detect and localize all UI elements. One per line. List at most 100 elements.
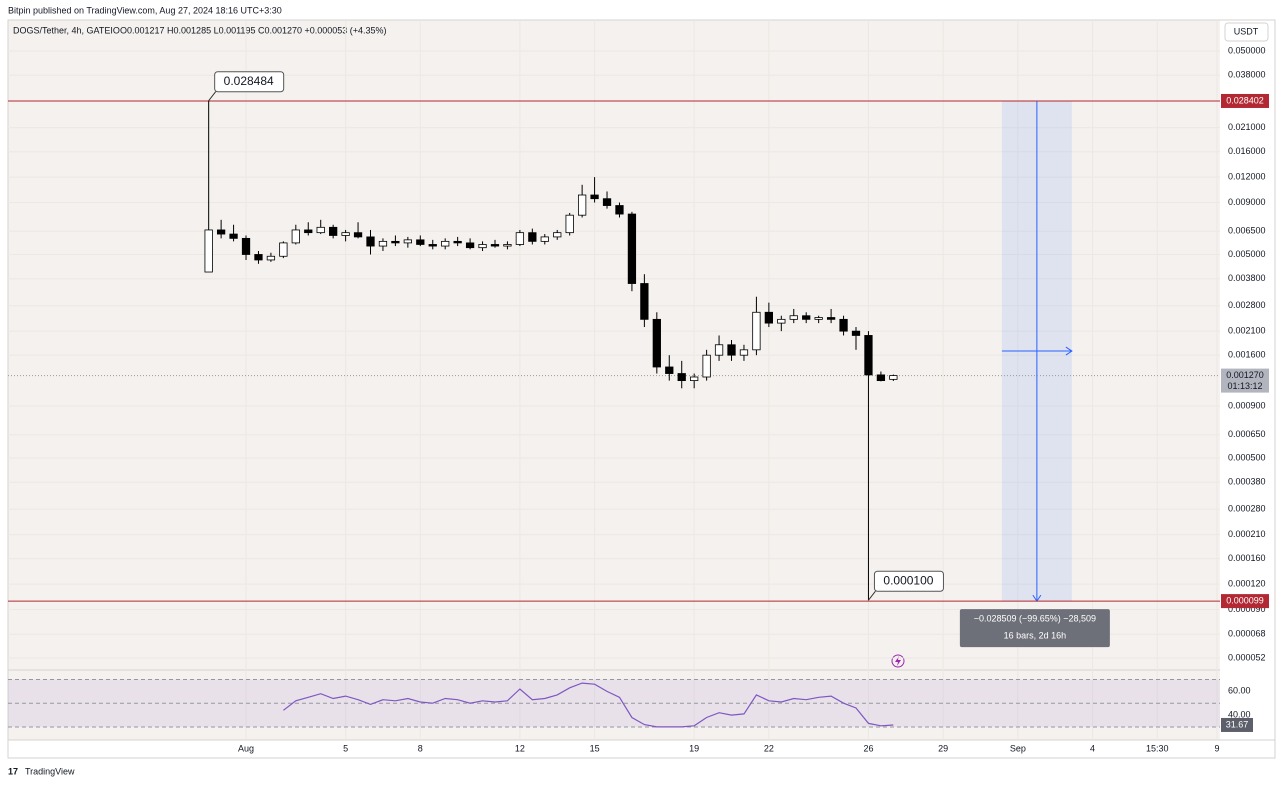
ohlc-legend: O0.001217 H0.001285 L0.001195 C0.001270 … — [120, 25, 387, 35]
candle-body — [490, 244, 500, 247]
x-tick-label: 15:30 — [1146, 743, 1169, 753]
candle-body — [565, 214, 574, 234]
tv-logo: 17 — [8, 766, 18, 776]
candle-body — [428, 244, 437, 247]
candle-body — [216, 229, 226, 235]
candle-body — [764, 311, 773, 324]
event-icon[interactable] — [891, 654, 905, 668]
callout-label: 0.028484 — [224, 74, 274, 88]
x-tick-label: 4 — [1090, 743, 1095, 753]
candle-body — [602, 198, 612, 206]
candle-body — [329, 226, 338, 236]
y-tick-label: 0.000210 — [1228, 529, 1266, 539]
candle-body — [353, 232, 363, 238]
x-tick-label: 15 — [590, 743, 600, 753]
currency-box[interactable] — [1224, 22, 1269, 42]
candle-body — [229, 233, 238, 239]
candle-body — [378, 240, 388, 247]
candle-body — [826, 317, 836, 320]
candle-body — [341, 232, 350, 236]
hline-price-label: 0.028402 — [1226, 95, 1264, 105]
rsi-line — [283, 682, 894, 728]
y-tick-label: 0.000500 — [1228, 452, 1266, 462]
candle-body — [640, 283, 649, 320]
candle-body — [391, 240, 400, 244]
candle-body — [876, 374, 886, 382]
x-tick-label: 8 — [418, 743, 423, 753]
callout-pointer — [868, 590, 876, 601]
candle-body — [789, 315, 798, 320]
candle-body — [266, 255, 276, 261]
y-tick-label: 0.000052 — [1228, 652, 1266, 662]
y-tick-label: 0.000120 — [1228, 578, 1266, 588]
candle-body — [777, 318, 786, 324]
y-tick-label: 0.002100 — [1228, 326, 1266, 336]
symbol-legend: DOGS/Tether, 4h, GATEIO — [13, 25, 120, 35]
last-price-label: 0.001270 — [1226, 370, 1264, 380]
callout-box — [214, 71, 285, 93]
measure-label: 16 bars, 2d 16h — [1004, 630, 1067, 640]
candle-body — [241, 237, 251, 255]
candle-body — [739, 349, 749, 356]
x-tick-label: 5 — [343, 743, 348, 753]
rsi-tick-label: 40.00 — [1228, 709, 1251, 719]
candle-body — [465, 242, 475, 249]
measure-arrow — [1065, 346, 1073, 356]
hline-price-label: 0.000099 — [1226, 595, 1264, 605]
candle-body — [752, 311, 761, 351]
candle-body — [727, 344, 736, 356]
event-icon-bolt — [895, 656, 901, 666]
x-tick-label: Sep — [1010, 743, 1026, 753]
candle-body — [702, 354, 711, 378]
candle-body — [366, 236, 375, 247]
y-tick-label: 0.016000 — [1228, 146, 1266, 156]
rsi-tick-label: 60.00 — [1228, 686, 1251, 696]
candle-body — [316, 226, 325, 234]
y-tick-label: 0.006500 — [1228, 226, 1266, 236]
x-tick-label: 22 — [764, 743, 774, 753]
rsi-value-box — [1221, 717, 1253, 732]
candle-body — [889, 375, 898, 380]
y-tick-label: 0.038000 — [1228, 70, 1266, 80]
last-price-box — [1221, 368, 1269, 393]
x-tick-label: Aug — [238, 743, 254, 753]
candle-body — [540, 236, 549, 242]
x-tick-label: 9 — [1215, 743, 1220, 753]
y-tick-label: 0.000090 — [1228, 604, 1266, 614]
candle-body — [528, 232, 537, 242]
candle-body — [665, 366, 674, 374]
rsi-value-label: 31.67 — [1226, 719, 1249, 729]
y-tick-label: 0.009000 — [1228, 197, 1266, 207]
candle-body — [714, 344, 724, 356]
candle-body — [814, 317, 823, 320]
callout-label: 0.000100 — [883, 573, 933, 587]
candle-body — [652, 318, 661, 368]
candle-body — [279, 242, 288, 257]
candle-body — [677, 373, 686, 382]
footer-brand: TradingView — [25, 766, 75, 776]
y-tick-label: 0.002800 — [1228, 300, 1266, 310]
candle-body — [553, 232, 562, 238]
candle-body — [254, 254, 263, 261]
y-tick-label: 0.003800 — [1228, 273, 1266, 283]
y-tick-label: 0.021000 — [1228, 122, 1266, 132]
measure-label-box — [959, 609, 1110, 648]
candle-body — [441, 240, 450, 247]
candle-body — [416, 239, 425, 245]
callout-box — [873, 570, 944, 592]
x-tick-label: 19 — [689, 743, 699, 753]
hline-price-box — [1221, 93, 1269, 108]
currency-label[interactable]: USDT — [1234, 26, 1259, 36]
candle-body — [590, 194, 599, 200]
candle-body — [690, 376, 699, 382]
y-tick-label: 0.000068 — [1228, 629, 1266, 639]
hline-price-box — [1221, 594, 1269, 609]
candle-body — [478, 244, 487, 249]
y-tick-label: 0.005000 — [1228, 249, 1266, 259]
candle-body — [851, 330, 861, 336]
candle-body — [403, 239, 412, 244]
candle-body — [802, 315, 811, 320]
candle-body — [291, 229, 300, 244]
y-tick-label: 0.000280 — [1228, 504, 1266, 514]
